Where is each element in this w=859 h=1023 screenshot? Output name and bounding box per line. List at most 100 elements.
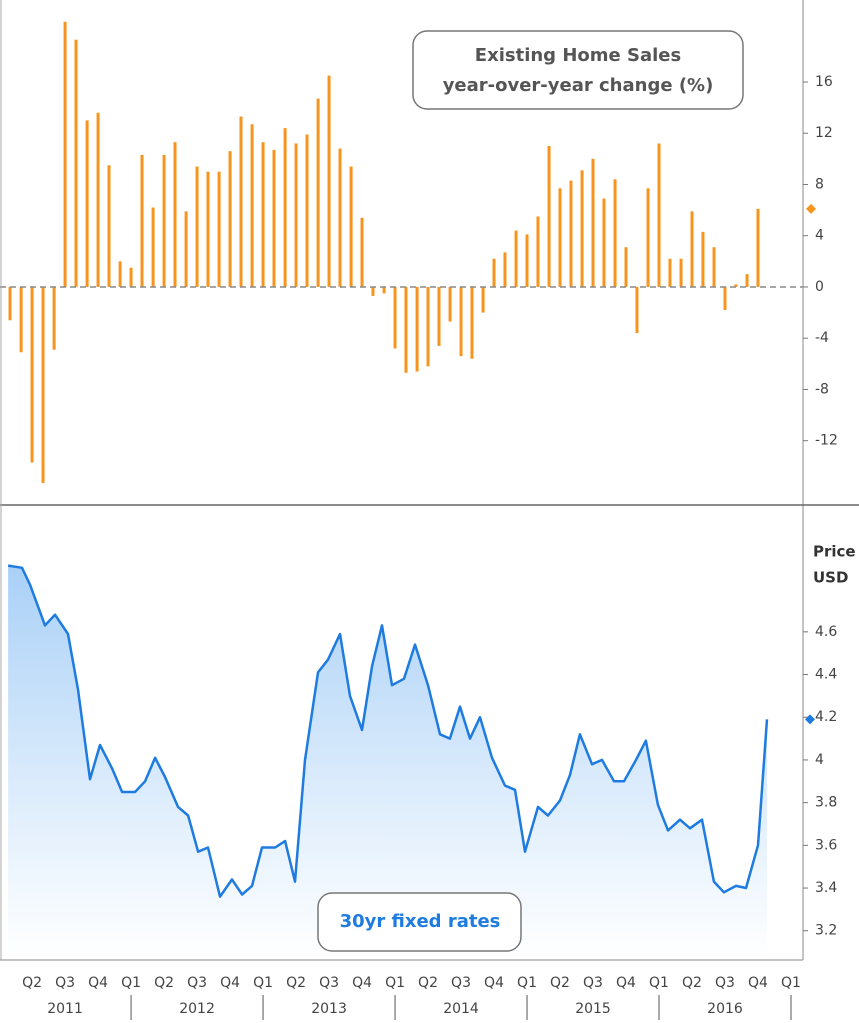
title-box [412, 30, 744, 110]
bar [536, 216, 540, 287]
bar [52, 286, 56, 350]
bar [371, 286, 375, 296]
bar [360, 217, 364, 287]
bar [690, 211, 694, 287]
y-tick-label: 8 [815, 176, 824, 192]
area-fill [8, 565, 767, 960]
chart-title: Existing Home Sales [475, 45, 681, 66]
bar [525, 234, 529, 287]
x-tick-label: Q1 [781, 975, 801, 991]
x-tick-label: Q4 [352, 975, 372, 991]
bar [107, 165, 111, 287]
bar [129, 267, 133, 287]
bar [745, 274, 749, 287]
bar [591, 158, 595, 287]
x-tick-label: Q2 [286, 975, 306, 991]
y-axis-unit: USD [813, 569, 848, 587]
bar [437, 286, 441, 346]
bar [404, 286, 408, 373]
last-value-marker [805, 714, 815, 725]
bar [580, 170, 584, 287]
bar [734, 284, 738, 287]
plot-area [0, 21, 803, 960]
bar [657, 143, 661, 287]
chart-title: 30yr fixed rates [340, 911, 501, 932]
x-tick-label: Q3 [187, 975, 207, 991]
y-tick-label: 4.2 [815, 709, 837, 725]
bar [283, 128, 287, 287]
bar [448, 286, 452, 322]
bar [646, 188, 650, 287]
y-tick-label: 12 [815, 125, 833, 141]
x-year-label: 2015 [575, 1001, 611, 1017]
x-tick-label: Q3 [583, 975, 603, 991]
bar [470, 286, 474, 359]
bar [679, 258, 683, 287]
y-tick-label: 0 [815, 279, 824, 295]
bar [349, 166, 353, 287]
bar [184, 211, 188, 287]
bar [261, 142, 265, 287]
x-tick-label: Q2 [154, 975, 174, 991]
bar [756, 208, 760, 287]
bar [426, 286, 430, 367]
bar [294, 143, 298, 287]
bar [547, 146, 551, 287]
x-tick-label: Q4 [88, 975, 108, 991]
bar [415, 286, 419, 372]
bar [393, 286, 397, 349]
bar [316, 98, 320, 287]
bar [492, 258, 496, 287]
bar [668, 258, 672, 287]
y-tick-label: 3.2 [815, 923, 837, 939]
x-tick-label: Q4 [748, 975, 768, 991]
x-tick-label: Q3 [715, 975, 735, 991]
y-tick-label: 4 [815, 752, 824, 768]
last-value-marker [806, 203, 816, 214]
y-tick-label: -12 [815, 433, 838, 449]
x-tick-label: Q1 [121, 975, 141, 991]
bar [195, 166, 199, 287]
x-year-label: 2014 [443, 1001, 479, 1017]
bar [338, 148, 342, 287]
bar [602, 198, 606, 287]
bar [305, 134, 309, 287]
x-tick-label: Q1 [517, 975, 537, 991]
x-tick-label: Q1 [385, 975, 405, 991]
bar [173, 142, 177, 287]
bar [613, 179, 617, 287]
x-tick-label: Q3 [451, 975, 471, 991]
bar [624, 247, 628, 287]
bar [558, 188, 562, 287]
bar [327, 75, 331, 287]
bar [8, 286, 12, 321]
bar [118, 261, 122, 287]
bar [41, 286, 45, 483]
chart-subtitle: year-over-year change (%) [443, 75, 714, 96]
bar [85, 120, 89, 287]
y-tick-label: -4 [815, 330, 829, 346]
x-tick-label: Q1 [253, 975, 273, 991]
bar [635, 286, 639, 334]
y-tick-label: -8 [815, 381, 829, 397]
bar [239, 116, 243, 287]
bar [250, 124, 254, 287]
bar [503, 252, 507, 287]
bar [382, 286, 386, 294]
y-tick-label: 16 [815, 74, 833, 90]
x-tick-label: Q4 [220, 975, 240, 991]
x-year-label: 2016 [707, 1001, 743, 1017]
x-tick-label: Q1 [649, 975, 669, 991]
bar [96, 112, 100, 287]
bar [19, 286, 23, 353]
y-axis-label: Price [813, 543, 856, 561]
x-tick-label: Q3 [55, 975, 75, 991]
x-year-label: 2013 [311, 1001, 347, 1017]
y-tick-label: 4 [815, 228, 824, 244]
bar [30, 286, 34, 463]
bar [701, 231, 705, 287]
y-tick-label: 4.4 [815, 667, 837, 683]
x-tick-label: Q4 [616, 975, 636, 991]
bar [459, 286, 463, 357]
